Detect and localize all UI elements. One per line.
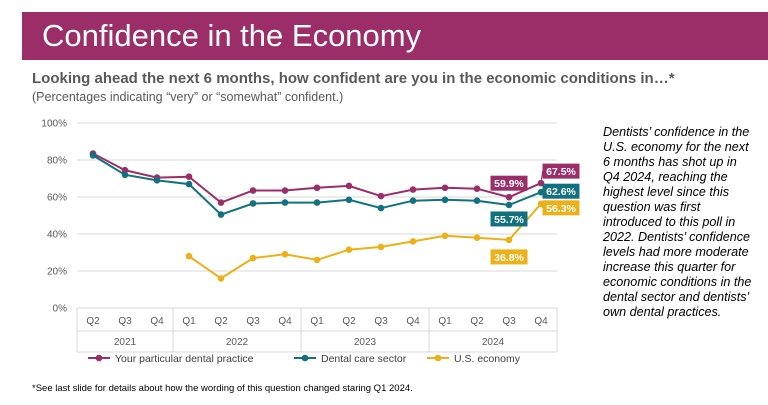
data-point [377,192,385,200]
y-tick-label: 60% [47,193,67,204]
data-point [121,166,129,174]
data-point [345,246,353,254]
data-point [313,199,321,206]
data-label-leader [540,203,543,209]
x-tick-label: Q3 [246,316,260,327]
data-label-box [542,183,580,199]
legend-label: Your particular dental practice [115,353,254,365]
year-label: 2022 [226,337,249,348]
x-tick-label: Q1 [182,316,196,327]
chart-subtitle: (Percentages indicating “very” or “somew… [32,90,344,104]
data-label-leader [540,190,543,193]
series-line [188,203,542,280]
data-point [441,184,449,192]
data-point [345,196,353,204]
legend-marker [301,354,309,362]
data-point [473,234,481,241]
y-tick-label: 100% [41,119,67,130]
data-point [281,187,289,194]
data-point [409,238,417,245]
data-point [505,236,513,244]
side-note: Dentists’ confidence in the U.S. economy… [603,125,752,319]
data-point [281,199,289,206]
x-tick-label: Q4 [534,316,548,327]
data-label: 59.9% [494,178,524,190]
data-point [441,196,449,204]
data-point [345,182,353,190]
data-point [377,243,385,251]
data-point [473,197,481,204]
year-label: 2024 [482,337,505,348]
data-point [249,187,257,194]
data-label: 55.7% [494,214,524,226]
data-point [409,186,417,193]
year-label: 2021 [114,337,137,348]
x-tick-label: Q2 [86,316,100,327]
x-tick-label: Q2 [342,316,356,327]
data-point [409,197,417,204]
data-label-box [490,175,528,191]
page-title: Confidence in the Economy [42,18,422,53]
data-point [441,232,449,240]
data-point [153,177,161,184]
data-label-leader [540,171,543,184]
data-label-box [490,249,528,265]
data-point [505,193,513,201]
data-point [185,173,193,180]
data-point [121,171,129,179]
data-point [505,201,513,209]
data-label: 62.6% [546,186,576,198]
data-point [89,152,97,159]
data-label-box [490,211,528,227]
x-tick-label: Q1 [310,316,324,327]
legend-label: Dental care sector [321,353,407,365]
x-tick-label: Q2 [470,316,484,327]
data-point [377,204,385,212]
data-point [313,184,321,192]
y-tick-label: 80% [47,156,67,167]
data-point [217,211,225,218]
y-tick-label: 20% [47,267,67,278]
data-point [217,199,225,206]
x-tick-label: Q4 [406,316,420,327]
legend-marker [95,354,103,362]
data-point [249,254,257,262]
data-point [281,251,289,258]
x-tick-label: Q4 [150,316,164,327]
legend-label: U.S. economy [454,353,521,365]
y-tick-label: 40% [47,230,67,241]
x-tick-label: Q4 [278,316,292,327]
data-label-box [542,200,580,216]
data-label: 56.3% [546,203,576,215]
x-tick-label: Q3 [374,316,388,327]
data-label: 36.8% [494,252,524,264]
data-point [217,275,225,282]
data-label-box [542,163,580,179]
x-tick-label: Q3 [502,316,516,327]
chart-question: Looking ahead the next 6 months, how con… [32,70,675,87]
x-tick-label: Q2 [214,316,228,327]
data-point [185,252,193,260]
data-label: 67.5% [546,166,576,178]
data-point [473,185,481,192]
year-label: 2023 [354,337,377,348]
x-tick-label: Q1 [438,316,452,327]
x-tick-label: Q3 [118,316,132,327]
data-point [185,180,193,188]
legend-marker [434,354,442,362]
data-point [313,256,321,264]
title-bar: Confidence in the Economy [22,12,768,60]
data-point [249,200,257,207]
y-tick-label: 0% [53,304,68,315]
footnote: *See last slide for details about how th… [32,383,413,394]
